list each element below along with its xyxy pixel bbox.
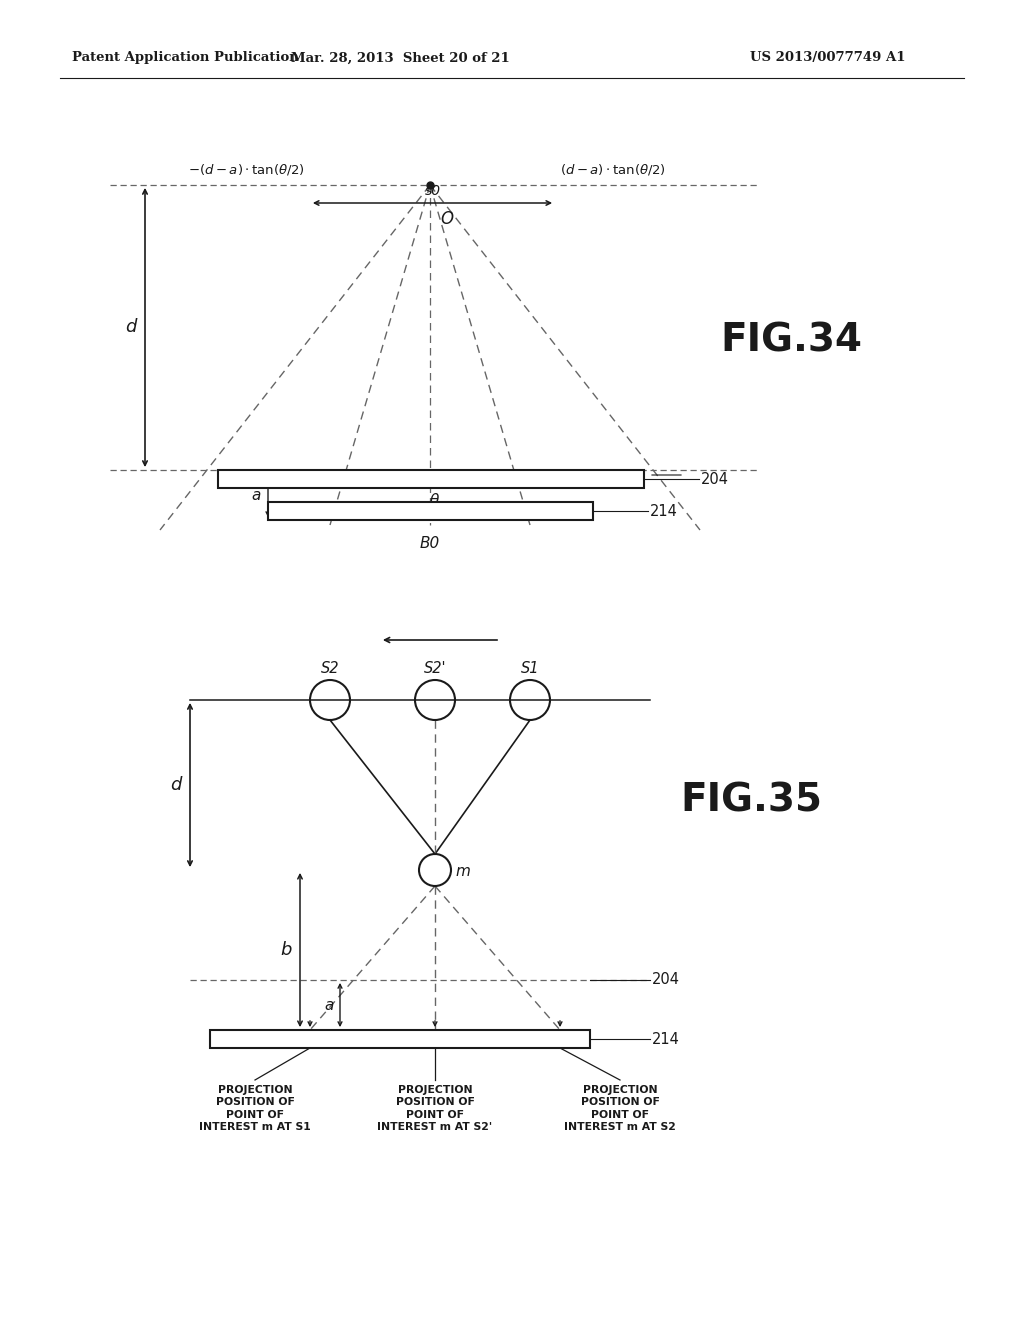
Text: d: d <box>171 776 182 795</box>
Text: S2': S2' <box>424 661 446 676</box>
Text: PROJECTION
POSITION OF
POINT OF
INTEREST m AT S2': PROJECTION POSITION OF POINT OF INTEREST… <box>378 1085 493 1133</box>
Text: 214: 214 <box>652 1031 680 1047</box>
Text: Patent Application Publication: Patent Application Publication <box>72 51 299 65</box>
Text: PROJECTION
POSITION OF
POINT OF
INTEREST m AT S1: PROJECTION POSITION OF POINT OF INTEREST… <box>199 1085 311 1133</box>
Text: FIG.35: FIG.35 <box>680 781 822 818</box>
Bar <box>210 1030 590 1048</box>
Text: O: O <box>440 210 454 228</box>
Text: S1: S1 <box>521 661 540 676</box>
Text: 214: 214 <box>650 503 678 519</box>
Text: S2: S2 <box>321 661 339 676</box>
Text: 204: 204 <box>701 471 729 487</box>
Text: US 2013/0077749 A1: US 2013/0077749 A1 <box>750 51 905 65</box>
Text: $-(d-a) \cdot \tan(\theta/2)$: $-(d-a) \cdot \tan(\theta/2)$ <box>188 162 305 177</box>
Text: s0: s0 <box>424 183 440 198</box>
Text: d: d <box>126 318 137 337</box>
Bar <box>268 502 593 520</box>
Text: b: b <box>281 941 292 960</box>
Text: 204: 204 <box>652 973 680 987</box>
Text: Mar. 28, 2013  Sheet 20 of 21: Mar. 28, 2013 Sheet 20 of 21 <box>291 51 509 65</box>
Text: a: a <box>252 487 261 503</box>
Text: $\theta$: $\theta$ <box>429 492 440 508</box>
Text: a: a <box>325 998 334 1012</box>
Text: $(d-a) \cdot \tan(\theta/2)$: $(d-a) \cdot \tan(\theta/2)$ <box>560 162 666 177</box>
Text: PROJECTION
POSITION OF
POINT OF
INTEREST m AT S2: PROJECTION POSITION OF POINT OF INTEREST… <box>564 1085 676 1133</box>
Text: B0: B0 <box>420 536 440 550</box>
Text: FIG.34: FIG.34 <box>720 321 862 359</box>
Bar <box>218 470 644 488</box>
Text: m: m <box>455 865 470 879</box>
